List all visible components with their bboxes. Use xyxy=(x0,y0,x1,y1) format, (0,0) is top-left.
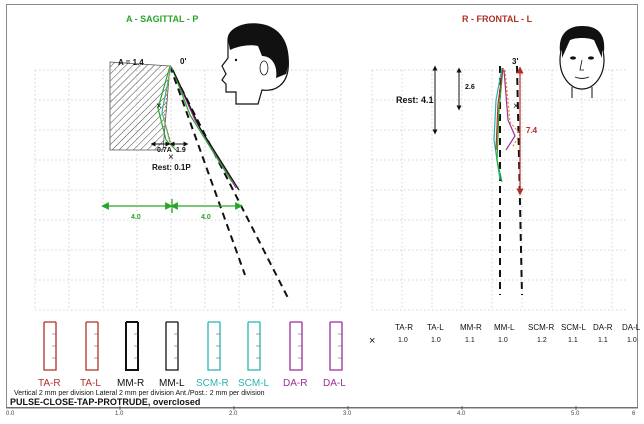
channel-value-ta-r: 1.0 xyxy=(398,337,408,344)
channel-label-ta-l: TA-L xyxy=(80,378,101,389)
channel-label-ta-r: TA-R xyxy=(38,378,61,389)
frontal-zero-label: 3' xyxy=(512,57,519,66)
sagittal-title: A - SAGITTAL - P xyxy=(126,14,199,24)
sagittal-x-marker: × xyxy=(156,101,162,112)
sagittal-zero-label: 0' xyxy=(180,57,187,66)
sagittal-a-label: A = 1.4 xyxy=(118,58,144,67)
channel-value-scm-l: 1.1 xyxy=(568,337,578,344)
channel-value-da-l: 1.0 xyxy=(627,337,637,344)
time-tick-2: 2.0 xyxy=(229,411,238,417)
time-tick-5: 5.0 xyxy=(571,411,580,417)
sagittal-grid xyxy=(34,69,342,311)
frontal-traces xyxy=(493,67,521,183)
channel-label-scm-l: SCM-L xyxy=(238,378,270,389)
channel-value-da-r: 1.1 xyxy=(598,337,608,344)
channel-bar-ticks xyxy=(52,333,342,359)
frontal-depth-label: 2.6 xyxy=(465,84,475,91)
channel-label-mm-r: MM-R xyxy=(117,378,145,389)
time-axis xyxy=(6,406,638,410)
sagittal-reference-lines xyxy=(169,65,289,299)
head-profile-illustration xyxy=(221,23,289,105)
channel-name-ta-r: TA-R xyxy=(395,323,414,332)
channel-name-mm-r: MM-R xyxy=(460,323,482,332)
sagittal-rest-label: Rest: 0.1P xyxy=(152,163,191,172)
time-tick-0: 0.0 xyxy=(6,411,15,417)
channel-value-mm-l: 1.0 xyxy=(498,337,508,344)
channel-value-scm-r: 1.2 xyxy=(537,337,547,344)
channel-bars xyxy=(43,321,343,371)
channels-x-marker: × xyxy=(369,335,375,347)
sagittal-span-left: 4.0 xyxy=(131,214,141,221)
sagittal-width-a: 0.7A xyxy=(157,147,172,154)
channel-value-mm-r: 1.1 xyxy=(465,337,475,344)
scale-footnote: Vertical 2 mm per division Lateral 2 mm … xyxy=(14,390,265,397)
channel-name-da-r: DA-R xyxy=(593,323,613,332)
time-tick-3: 3.0 xyxy=(343,411,352,417)
sagittal-rest-marker: × xyxy=(168,152,174,163)
channel-label-mm-l: MM-L xyxy=(159,378,185,389)
frontal-range-label: 7.4 xyxy=(526,126,538,135)
channel-name-da-l: DA-L xyxy=(622,323,641,332)
frontal-rest-label: Rest: 4.1 xyxy=(396,95,434,105)
channel-label-da-l: DA-L xyxy=(323,378,346,389)
channel-label-da-r: DA-R xyxy=(283,378,308,389)
channel-name-scm-l: SCM-L xyxy=(561,323,586,332)
sagittal-span-right: 4.0 xyxy=(201,214,211,221)
channel-name-mm-l: MM-L xyxy=(494,323,515,332)
time-tick-4: 4.0 xyxy=(457,411,466,417)
channel-label-scm-r: SCM-R xyxy=(196,378,229,389)
channel-name-scm-r: SCM-R xyxy=(528,323,555,332)
sagittal-envelope xyxy=(109,61,171,151)
channel-value-ta-l: 1.0 xyxy=(431,337,441,344)
channel-name-ta-l: TA-L xyxy=(427,323,444,332)
time-tick-1: 1.0 xyxy=(115,411,124,417)
sagittal-width-b: 1.9 xyxy=(176,147,186,154)
head-frontal-illustration xyxy=(559,26,605,98)
time-tick-6: 6 xyxy=(632,411,636,417)
frontal-title: R - FRONTAL - L xyxy=(462,14,533,24)
sagittal-span-arrows xyxy=(101,199,243,213)
mode-label: PULSE-CLOSE-TAP-PROTRUDE, overclosed xyxy=(10,397,201,407)
frontal-x-marker: × xyxy=(513,101,519,112)
